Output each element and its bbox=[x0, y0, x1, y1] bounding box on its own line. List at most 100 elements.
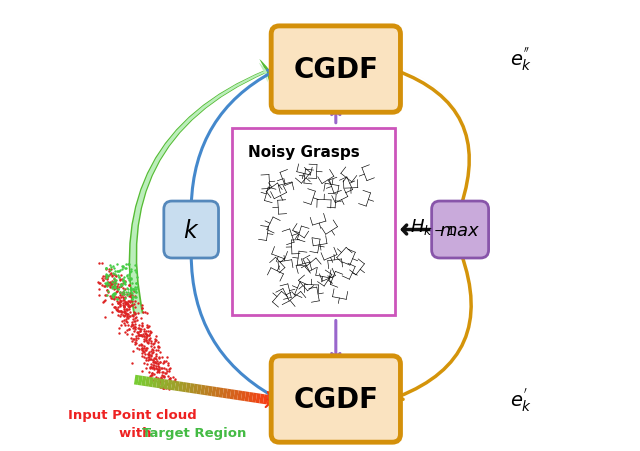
Point bbox=[113, 295, 124, 302]
Point bbox=[115, 299, 125, 306]
Point bbox=[123, 289, 133, 296]
Point bbox=[116, 281, 127, 289]
Point bbox=[126, 276, 136, 283]
Point bbox=[104, 267, 115, 274]
Point bbox=[152, 375, 163, 382]
Point bbox=[147, 370, 157, 377]
Point bbox=[110, 283, 120, 290]
Point bbox=[126, 293, 136, 300]
Point bbox=[97, 275, 108, 282]
Point bbox=[134, 331, 144, 339]
Point bbox=[139, 337, 149, 345]
Point bbox=[113, 282, 123, 290]
Point bbox=[102, 288, 113, 295]
Point bbox=[124, 313, 134, 320]
Point bbox=[162, 354, 172, 361]
Point bbox=[110, 279, 120, 286]
Point bbox=[121, 289, 131, 296]
Point bbox=[115, 297, 125, 304]
Point bbox=[122, 318, 132, 326]
Point bbox=[152, 358, 163, 365]
Point bbox=[129, 287, 140, 295]
Point bbox=[129, 336, 140, 343]
Point bbox=[153, 368, 163, 375]
Point bbox=[159, 358, 169, 365]
Point bbox=[146, 353, 156, 360]
Point bbox=[109, 304, 119, 311]
Point bbox=[139, 345, 149, 352]
Point bbox=[100, 292, 110, 299]
Point bbox=[128, 348, 138, 355]
Point bbox=[122, 310, 132, 318]
Point bbox=[136, 331, 147, 339]
Point bbox=[141, 335, 151, 342]
Point bbox=[143, 327, 153, 335]
Point bbox=[136, 326, 146, 333]
Point bbox=[108, 294, 118, 301]
Point bbox=[127, 338, 137, 345]
Point bbox=[119, 305, 129, 313]
Point bbox=[118, 289, 129, 296]
Point bbox=[115, 283, 125, 290]
Point bbox=[131, 336, 141, 344]
Point bbox=[145, 340, 156, 347]
Point bbox=[148, 359, 159, 366]
Point bbox=[137, 304, 147, 312]
Point bbox=[131, 293, 141, 300]
Point bbox=[118, 288, 128, 295]
Point bbox=[111, 298, 122, 305]
Point bbox=[108, 295, 118, 302]
Point bbox=[114, 284, 124, 291]
Point bbox=[140, 354, 150, 361]
Point bbox=[148, 361, 158, 368]
Point bbox=[147, 350, 157, 357]
Point bbox=[116, 276, 127, 283]
Point bbox=[101, 265, 111, 272]
Point bbox=[119, 308, 129, 315]
Point bbox=[109, 283, 119, 290]
Point bbox=[159, 384, 169, 391]
Point bbox=[141, 337, 151, 344]
Point bbox=[105, 271, 115, 278]
Point bbox=[115, 267, 125, 274]
Point bbox=[143, 339, 154, 346]
Point bbox=[145, 373, 155, 380]
Point bbox=[113, 308, 124, 315]
Point bbox=[159, 358, 170, 365]
Point bbox=[149, 359, 159, 366]
Point bbox=[123, 321, 133, 328]
Point bbox=[122, 307, 132, 314]
Point bbox=[131, 329, 141, 336]
Point bbox=[104, 272, 115, 279]
Point bbox=[122, 292, 132, 299]
Point bbox=[119, 313, 129, 320]
Point bbox=[111, 306, 122, 313]
Point bbox=[145, 335, 156, 342]
Point bbox=[141, 331, 151, 338]
Point bbox=[139, 327, 149, 335]
Point bbox=[106, 264, 116, 272]
Point bbox=[98, 277, 108, 284]
Point bbox=[113, 294, 124, 301]
Point bbox=[157, 369, 167, 376]
Point bbox=[153, 366, 163, 373]
Point bbox=[158, 368, 168, 376]
Point bbox=[122, 306, 132, 313]
Point bbox=[140, 333, 150, 340]
Point bbox=[109, 296, 119, 303]
Point bbox=[118, 290, 128, 297]
Point bbox=[106, 281, 116, 289]
Point bbox=[102, 281, 113, 289]
Point bbox=[108, 278, 118, 285]
Point bbox=[100, 266, 111, 273]
Point bbox=[118, 296, 129, 304]
Point bbox=[108, 283, 118, 290]
Point bbox=[137, 344, 147, 351]
Point bbox=[108, 291, 118, 298]
Point bbox=[117, 308, 127, 316]
Point bbox=[164, 379, 175, 387]
Point bbox=[98, 299, 108, 306]
Point bbox=[125, 268, 136, 275]
Point bbox=[120, 308, 130, 315]
Point bbox=[111, 289, 121, 296]
